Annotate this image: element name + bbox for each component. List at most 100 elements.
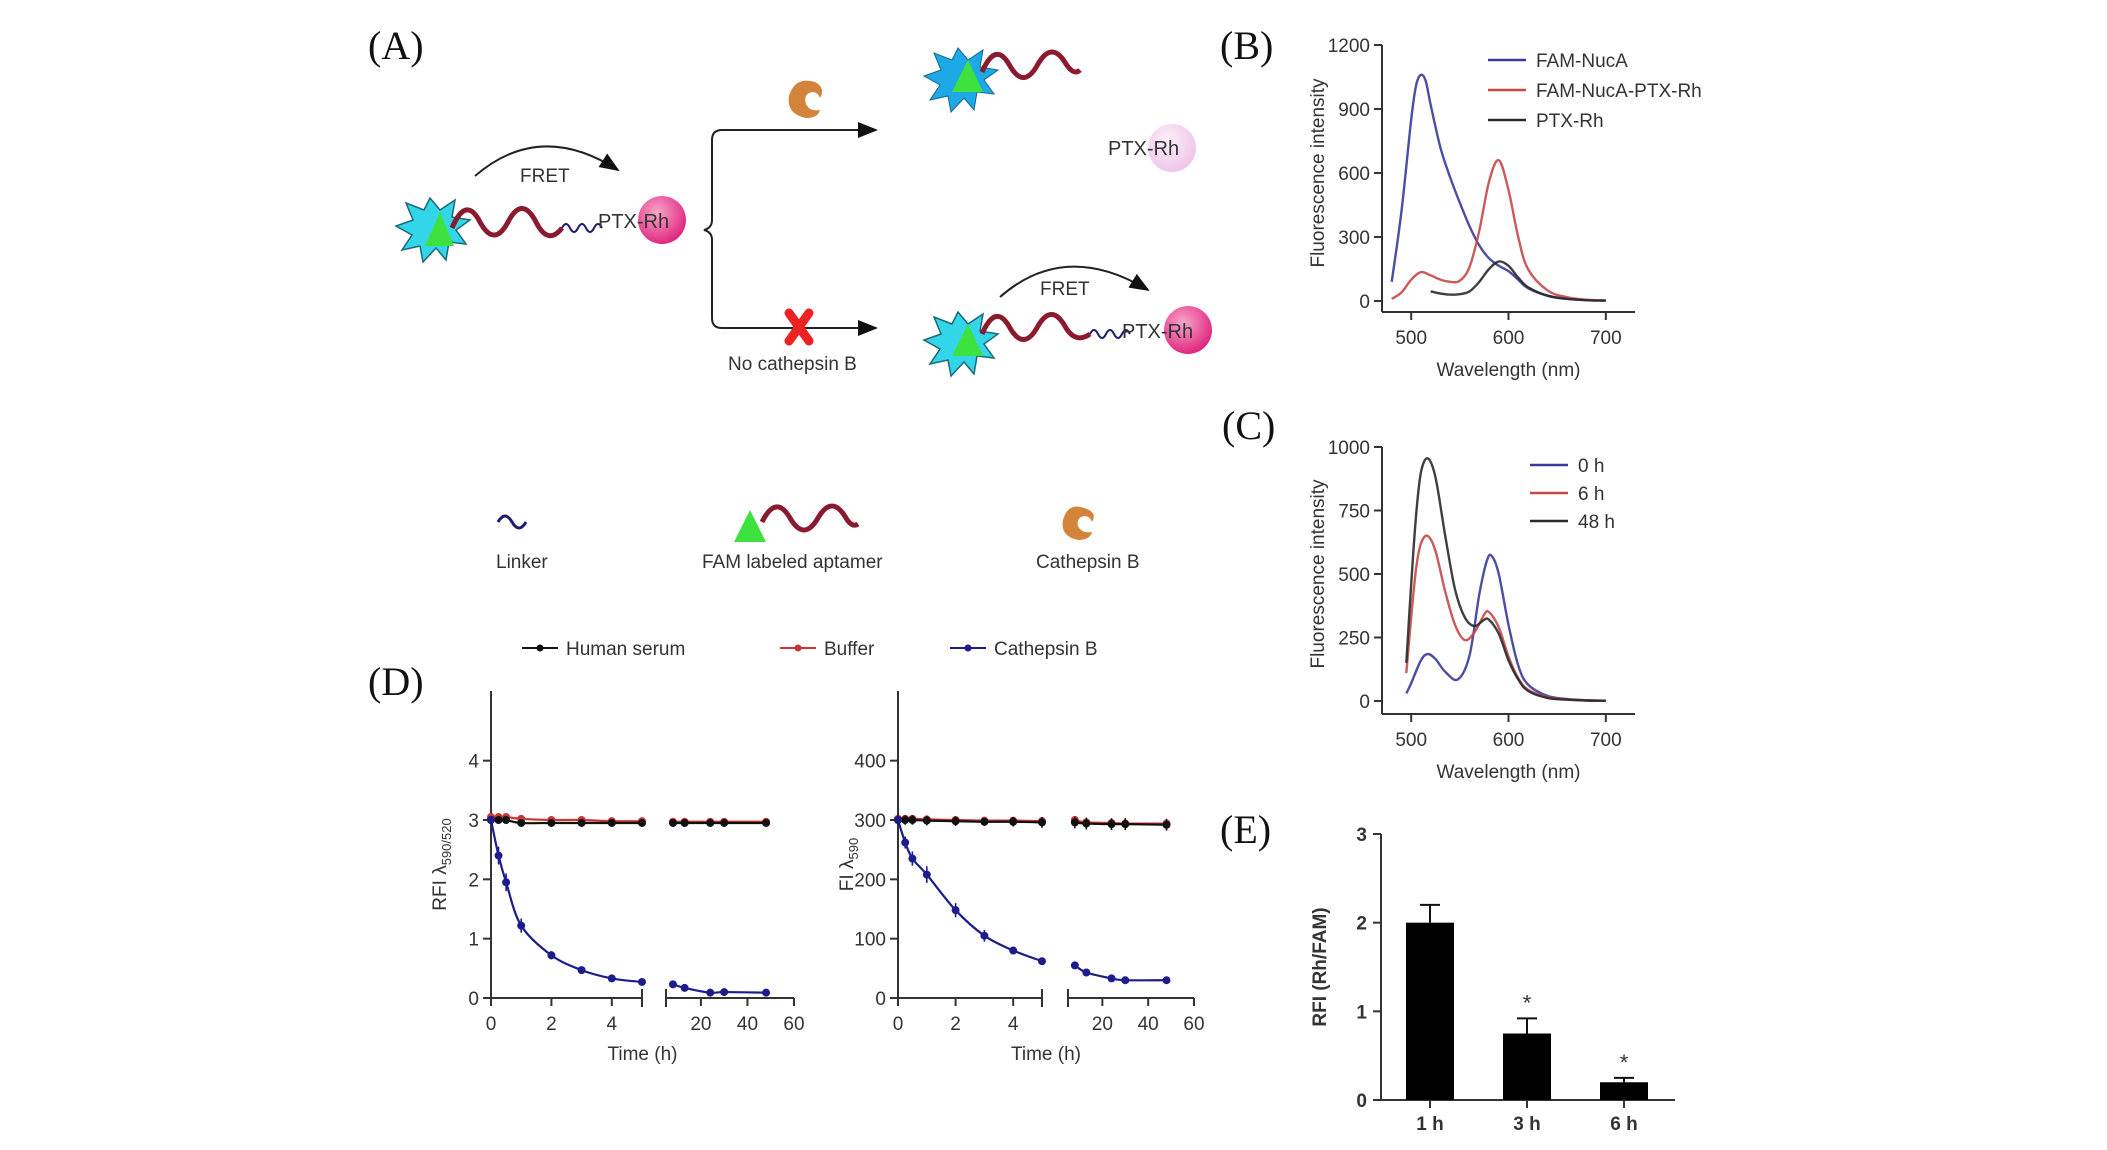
panel-label-b: (B) — [1220, 23, 1274, 68]
data-point — [901, 816, 910, 824]
data-point — [1070, 961, 1079, 970]
data-point — [980, 931, 989, 940]
data-point — [720, 818, 729, 827]
conjugate-left: FRET PTX-Rh — [394, 145, 686, 264]
legend-label: 6 h — [1578, 484, 1604, 505]
y-axis-label: Fluorescence intensity — [1308, 78, 1329, 268]
y-tick-label: 4 — [468, 752, 479, 773]
series-line-buffer — [491, 815, 643, 823]
data-point — [1038, 818, 1046, 827]
data-point — [502, 878, 511, 887]
x-tick-label: 40 — [737, 1014, 758, 1035]
data-point — [1107, 974, 1116, 983]
data-point — [680, 983, 689, 992]
legend-label: Human serum — [566, 639, 685, 660]
chart-b-fluorescence-spectra: 0 300 600 900 1200 500 600 700 Wavelength (nm) Fl… — [1308, 36, 1702, 381]
data-point — [908, 854, 917, 863]
linker-strand — [561, 223, 603, 233]
x-axis-label: Time (h) — [607, 1044, 677, 1065]
y-tick-label: 1 — [1356, 1002, 1367, 1023]
y-axis-label: Fluorescence intensity — [1308, 479, 1329, 669]
x-tick-label: 700 — [1590, 730, 1622, 751]
y-tick-label: 0 — [1359, 692, 1370, 713]
y-axis-label: RFI λ590/520 — [430, 818, 454, 910]
data-point — [668, 818, 677, 827]
x-tick-label: 2 — [546, 1014, 557, 1035]
data-point — [1038, 957, 1046, 966]
linker-legend-icon — [496, 514, 528, 530]
x-tick-label: 60 — [783, 1014, 804, 1035]
data-point — [680, 818, 689, 827]
y-tick-label: 0 — [1356, 1091, 1367, 1112]
series-line-fam-nuca — [1390, 73, 1606, 302]
data-point — [577, 818, 586, 827]
chart-c-time-spectra: 0 250 500 750 1000 500 600 700 Wavelength (nm) Fl… — [1308, 438, 1635, 783]
data-point — [762, 988, 771, 997]
legend-marker — [964, 644, 972, 652]
data-point — [1082, 819, 1091, 828]
data-point — [922, 816, 931, 825]
intact-rhodamine-icon — [1164, 306, 1212, 354]
x-tick-label: 0 — [893, 1014, 904, 1035]
aptamer-strand — [449, 206, 564, 239]
chart-d-legend: Human serum Buffer Cathepsin B — [522, 639, 1098, 660]
data-point — [577, 966, 586, 975]
released-aptamer — [922, 47, 1082, 114]
data-point — [1121, 976, 1130, 985]
cathepsin-legend-icon — [1062, 506, 1094, 540]
bar-3h — [1503, 1033, 1551, 1100]
data-point — [1009, 817, 1018, 826]
y-tick-label: 2 — [468, 870, 479, 891]
y-tick-label: 1 — [468, 930, 479, 951]
legend-marker — [794, 644, 802, 652]
x-tick-label: 2 — [950, 1014, 961, 1035]
data-point — [1070, 818, 1079, 827]
data-point — [951, 817, 960, 826]
x-tick-label: 6 h — [1610, 1114, 1637, 1135]
data-point — [894, 816, 902, 824]
cathepsin-b-icon — [788, 80, 823, 118]
data-point — [607, 974, 616, 983]
fret-label-lower: FRET — [1040, 279, 1090, 300]
data-point — [980, 817, 989, 826]
no-enzyme-cross-icon — [784, 308, 814, 346]
data-point — [547, 951, 556, 960]
x-tick-label: 500 — [1395, 730, 1427, 751]
conjugate-intact: FRET PTX-Rh — [922, 265, 1212, 378]
data-point — [901, 838, 910, 847]
x-tick-label: 40 — [1138, 1014, 1159, 1035]
y-tick-label: 200 — [854, 870, 886, 891]
bar-1h — [1406, 922, 1454, 1100]
y-axis-label: FI λ590 — [837, 838, 861, 891]
data-point — [706, 818, 715, 827]
data-point — [720, 988, 729, 997]
x-tick-label: 20 — [1092, 1014, 1113, 1035]
y-tick-label: 0 — [468, 989, 479, 1010]
panel-a-schematic: FRET PTX-Rh No cathepsin B PTX-Rh — [394, 47, 1212, 573]
data-point — [494, 816, 503, 824]
cathepsin-legend-label: Cathepsin B — [1036, 552, 1140, 573]
x-tick-label: 1 h — [1416, 1114, 1443, 1135]
branch-bracket — [703, 129, 723, 329]
data-point — [1121, 820, 1130, 829]
released-aptamer-strand — [979, 49, 1082, 80]
legend-label: Buffer — [824, 639, 875, 660]
panel-label-d: (D) — [368, 659, 424, 704]
data-point — [607, 818, 616, 827]
series-line-cathepsin-b — [489, 819, 643, 984]
ptx-rh-label: PTX-Rh — [598, 211, 669, 233]
x-tick-label: 20 — [690, 1014, 711, 1035]
y-tick-label: 100 — [854, 930, 886, 951]
legend-label: FAM-NucA — [1536, 51, 1628, 72]
y-axis-label-subscript: 590 — [846, 838, 861, 860]
series-line-ptx-rh — [1430, 260, 1606, 302]
legend-label: 48 h — [1578, 512, 1615, 533]
y-axis-label: RFI (Rh/FAM) — [1310, 907, 1331, 1026]
y-tick-label: 1000 — [1328, 438, 1370, 459]
data-point — [668, 980, 677, 989]
legend-marker — [536, 644, 544, 652]
data-point — [1107, 820, 1116, 829]
data-point — [951, 906, 960, 915]
